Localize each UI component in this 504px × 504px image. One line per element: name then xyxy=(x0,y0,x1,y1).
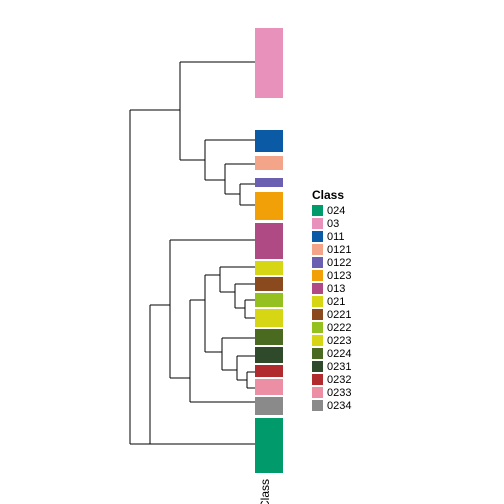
class-bar-011 xyxy=(255,130,283,152)
legend-label-0221: 0221 xyxy=(327,309,351,321)
legend-swatch-013 xyxy=(312,283,323,294)
class-bar-0221 xyxy=(255,277,283,291)
legend-label-0222: 0222 xyxy=(327,322,351,334)
legend-label-0223: 0223 xyxy=(327,335,351,347)
legend-label-0232: 0232 xyxy=(327,374,351,386)
legend-label-013: 013 xyxy=(327,283,345,295)
class-bar-0224 xyxy=(255,329,283,345)
legend-label-0224: 0224 xyxy=(327,348,351,360)
dendrogram: Class Class 024030110121012201230130210221… xyxy=(0,0,504,504)
class-bar-0121 xyxy=(255,156,283,170)
class-bar-0222 xyxy=(255,293,283,307)
legend-swatch-0121 xyxy=(312,244,323,255)
class-bar-0231 xyxy=(255,347,283,363)
class-bar-0232 xyxy=(255,365,283,377)
legend-title: Class xyxy=(312,188,344,202)
figure: Class Class 024030110121012201230130210221… xyxy=(0,0,504,504)
legend-swatch-0222 xyxy=(312,322,323,333)
legend-label-0123: 0123 xyxy=(327,270,351,282)
class-bar-0233 xyxy=(255,379,283,395)
legend-swatch-024 xyxy=(312,205,323,216)
class-bar-013 xyxy=(255,223,283,259)
legend-swatch-021 xyxy=(312,296,323,307)
legend-swatch-0122 xyxy=(312,257,323,268)
legend-swatch-0223 xyxy=(312,335,323,346)
legend-swatch-0221 xyxy=(312,309,323,320)
legend-label-021: 021 xyxy=(327,296,345,308)
legend-label-0121: 0121 xyxy=(327,244,351,256)
legend-label-024: 024 xyxy=(327,205,345,217)
legend-swatch-0233 xyxy=(312,387,323,398)
axis-label-class: Class xyxy=(258,479,272,504)
class-bar-03 xyxy=(255,28,283,98)
legend-label-0231: 0231 xyxy=(327,361,351,373)
legend-label-011: 011 xyxy=(327,231,345,243)
class-bar-0122 xyxy=(255,178,283,187)
legend-swatch-0123 xyxy=(312,270,323,281)
legend-swatch-0231 xyxy=(312,361,323,372)
legend-swatch-0232 xyxy=(312,374,323,385)
legend-swatch-011 xyxy=(312,231,323,242)
class-bar-0123 xyxy=(255,192,283,220)
legend-label-0122: 0122 xyxy=(327,257,351,269)
class-bar-stack xyxy=(255,28,283,473)
legend-swatch-0224 xyxy=(312,348,323,359)
class-bar-021 xyxy=(255,261,283,275)
legend-swatch-0234 xyxy=(312,400,323,411)
class-bar-0234 xyxy=(255,397,283,415)
class-bar-024 xyxy=(255,418,283,473)
legend-swatch-03 xyxy=(312,218,323,229)
legend-label-03: 03 xyxy=(327,218,339,230)
class-bar-0223 xyxy=(255,309,283,327)
legend-label-0234: 0234 xyxy=(327,400,351,412)
legend-label-0233: 0233 xyxy=(327,387,351,399)
